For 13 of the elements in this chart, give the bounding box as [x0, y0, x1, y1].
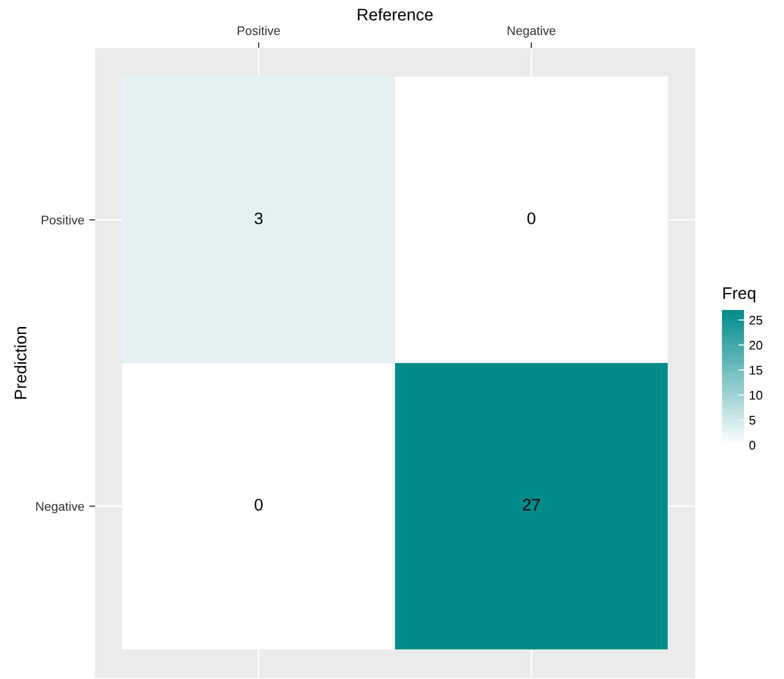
- color-bar-label: 5: [749, 416, 756, 425]
- color-bar-title: Freq: [723, 287, 756, 302]
- data-label: 27: [522, 498, 540, 510]
- color-bar-label: 25: [749, 316, 762, 325]
- color-bar-label: 20: [749, 340, 762, 350]
- data-label: 0: [527, 212, 536, 224]
- y-axis-title: Prediction: [14, 327, 26, 399]
- data-label: 3: [254, 212, 263, 224]
- color-bar-label: 10: [750, 390, 762, 400]
- x-axis-title: Reference: [358, 8, 433, 21]
- data-label: 0: [254, 498, 263, 511]
- color-bar-label: 0: [749, 440, 756, 450]
- color-bar-label: 15: [750, 366, 762, 375]
